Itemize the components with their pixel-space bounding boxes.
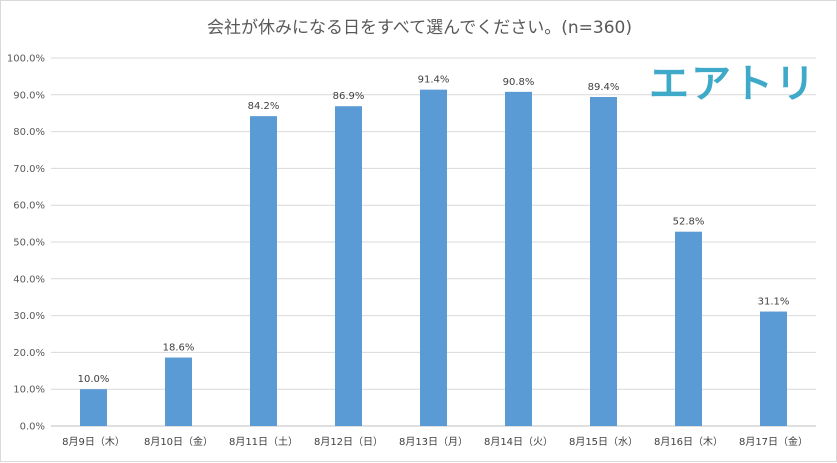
- bar: [675, 231, 702, 426]
- data-label: 91.4%: [418, 75, 450, 86]
- brand-logo: エアトリ: [649, 61, 817, 107]
- x-tick-label: 8月11日（土）: [229, 435, 298, 448]
- y-tick-label: 20.0%: [13, 348, 45, 359]
- y-tick-label: 70.0%: [13, 164, 45, 175]
- bar: [165, 357, 192, 426]
- chart-title: 会社が休みになる日をすべて選んでください。(n=360): [206, 18, 632, 38]
- data-label: 31.1%: [758, 297, 790, 308]
- x-tick-label: 8月13日（月）: [399, 436, 468, 448]
- x-tick-label: 8月9日（木）: [62, 436, 125, 448]
- data-label: 10.0%: [78, 374, 110, 385]
- bar: [250, 116, 277, 427]
- x-tick-label: 8月17日（金）: [739, 435, 808, 448]
- x-tick-label: 8月15日（水）: [569, 436, 638, 448]
- bar: [335, 106, 362, 426]
- bar: [80, 389, 107, 426]
- y-tick-label: 80.0%: [13, 127, 45, 138]
- data-label: 86.9%: [333, 91, 365, 102]
- bar: [505, 91, 532, 426]
- x-tick-label: 8月14日（火）: [484, 436, 553, 448]
- y-tick-label: 0.0%: [20, 422, 45, 433]
- bar: [590, 97, 617, 427]
- y-tick-label: 50.0%: [13, 238, 45, 249]
- y-tick-label: 60.0%: [13, 201, 45, 212]
- y-tick-label: 100.0%: [7, 54, 45, 65]
- data-label: 84.2%: [248, 101, 280, 112]
- data-label: 90.8%: [503, 77, 535, 88]
- bar: [420, 89, 447, 426]
- data-label: 18.6%: [163, 343, 195, 354]
- data-label: 89.4%: [588, 82, 620, 93]
- x-tick-label: 8月16日（木）: [654, 436, 723, 448]
- bar: [760, 311, 787, 426]
- x-tick-label: 8月10日（金）: [144, 435, 213, 448]
- y-tick-label: 40.0%: [13, 274, 45, 285]
- data-label: 52.8%: [673, 217, 705, 228]
- x-tick-label: 8月12日（日）: [314, 436, 383, 448]
- y-tick-label: 30.0%: [13, 311, 45, 322]
- y-tick-label: 90.0%: [13, 90, 45, 101]
- y-tick-label: 10.0%: [13, 385, 45, 396]
